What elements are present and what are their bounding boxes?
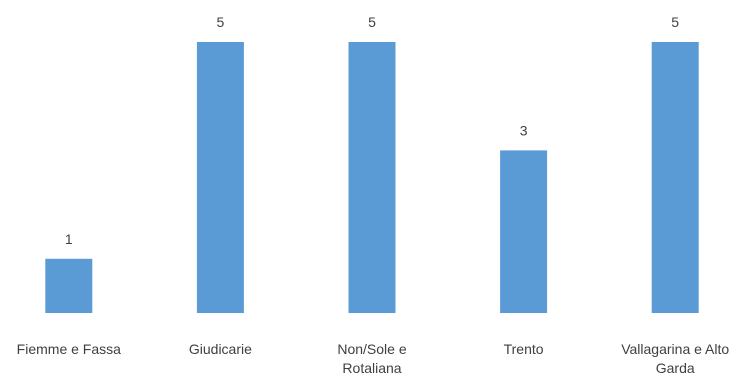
category-labels-layer: Fiemme e Fassa Giudicarie Non/Sole e Rotali…	[17, 341, 730, 376]
category-label: Giudicarie	[189, 341, 252, 357]
bar	[651, 42, 699, 313]
data-label: 5	[671, 14, 679, 30]
data-label: 5	[368, 14, 376, 30]
bar	[45, 258, 93, 313]
value-labels-layer: 1 5 5 3 5	[65, 14, 679, 247]
bar	[348, 42, 396, 313]
category-label: Vallagarina e Alto Garda	[621, 341, 729, 375]
data-label: 3	[520, 122, 528, 138]
category-label: Non/Sole e Rotaliana	[337, 341, 406, 375]
bars-layer	[45, 42, 699, 313]
bar	[196, 42, 244, 313]
category-label: Fiemme e Fassa	[17, 341, 121, 357]
data-label: 5	[217, 14, 225, 30]
data-label: 1	[65, 231, 73, 247]
category-label: Trento	[504, 341, 544, 357]
bar	[500, 150, 548, 313]
